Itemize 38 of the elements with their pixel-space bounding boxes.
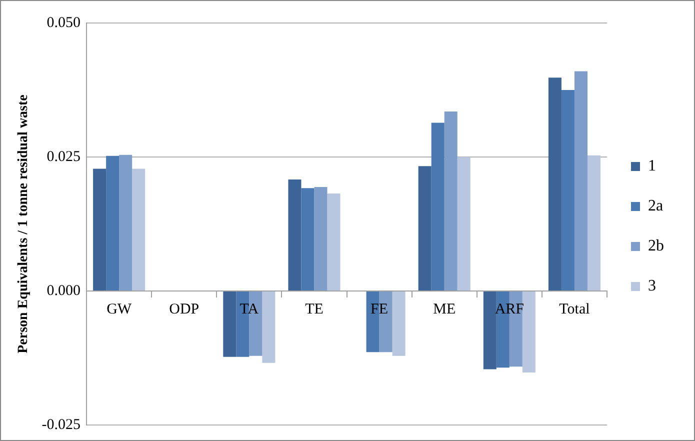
x-tick-label: ODP [169,301,200,318]
x-tick-label: TE [305,301,324,318]
x-tick-label: Total [559,301,590,318]
bar [262,292,276,363]
bar [548,78,562,290]
y-tick-label: 0.025 [46,148,81,165]
y-axis-title: Person Equivalents / 1 tonne residual waste [16,94,32,354]
bar [392,292,406,356]
x-tick-label: FE [370,301,388,318]
legend-label: 2a [648,198,664,215]
bar [431,122,444,290]
bar [93,168,106,290]
bar [223,292,236,357]
x-tick-label: TA [240,301,259,318]
y-tick-label: 0.000 [46,282,81,299]
bar [288,180,302,290]
bar [457,157,470,290]
legend-label: 2b [648,238,664,255]
x-tick-label: GW [106,301,132,318]
bar [314,187,328,290]
x-tick-label: ARF [494,301,524,318]
y-tick-label: -0.025 [42,416,81,433]
x-tick-label: ME [433,301,456,318]
bar [483,292,496,370]
bar [301,188,314,290]
legend-label: 3 [648,278,656,295]
y-tick-label: 0.050 [46,14,81,31]
bar [132,168,146,290]
bar [106,156,120,290]
bar [522,292,536,372]
bar [574,71,588,290]
bar [587,155,600,290]
bar [444,111,458,290]
bar [418,166,432,290]
bar [327,193,340,290]
legend-label: 1 [648,158,656,175]
bar [561,90,574,290]
bar [119,154,132,290]
